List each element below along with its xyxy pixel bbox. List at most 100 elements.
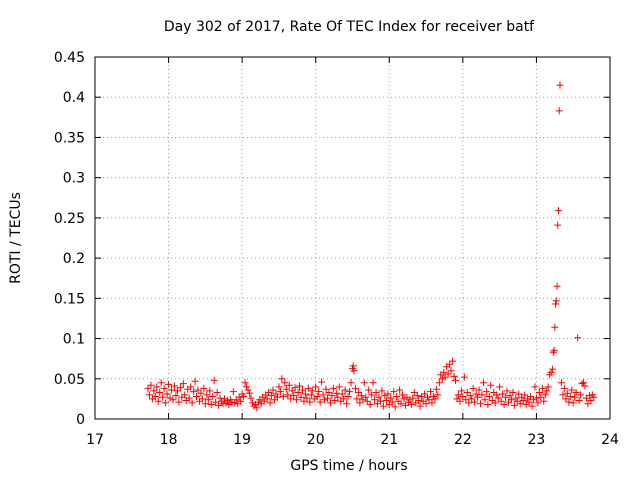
y-tick-label: 0.05 [54,372,85,388]
data-point [325,388,333,396]
data-point [349,362,357,370]
data-point [298,386,306,394]
data-point [213,388,221,396]
data-point [198,395,206,403]
data-point [315,388,323,396]
data-point [312,383,320,391]
data-point [416,402,424,410]
data-point [319,391,327,399]
data-point [156,388,164,396]
data-point [434,391,442,399]
y-tick-label: 0.3 [63,171,85,187]
data-point [356,399,364,407]
data-point [362,393,370,401]
data-point [240,392,248,400]
y-tick-label: 0.15 [54,291,85,307]
data-point [574,334,582,342]
data-point [585,392,593,400]
data-point [265,388,273,396]
y-axis-label: ROTI / TECUs [8,192,24,284]
data-point [190,388,198,396]
data-point [552,297,560,305]
data-point [438,375,446,383]
data-point [157,379,165,387]
data-point [481,396,489,404]
data-point [154,397,162,405]
data-point [288,387,296,395]
data-point [538,384,546,392]
data-point [276,388,284,396]
data-point [446,360,454,368]
data-point [212,398,220,406]
data-point [318,378,326,386]
data-point [390,388,398,396]
data-point [215,401,223,409]
data-point [555,207,562,215]
x-tick-label: 17 [86,432,104,448]
data-point [487,381,495,389]
data-point [527,392,535,400]
data-point [506,392,514,400]
data-point [431,395,439,403]
data-point [188,399,196,407]
data-point [500,401,508,409]
data-point [532,394,540,402]
y-tick-label: 0 [76,412,85,428]
data-point [372,388,380,396]
data-point [413,392,421,400]
data-point [450,372,458,380]
data-point [275,383,283,391]
data-point [447,367,455,375]
data-point [463,388,471,396]
data-point [552,300,560,308]
data-point [528,402,536,410]
data-point [400,395,408,403]
data-point [440,368,448,376]
data-point [485,392,493,400]
data-point [499,390,507,398]
data-point [321,396,329,404]
data-point [468,395,476,403]
data-point [550,347,558,355]
data-point [340,395,348,403]
data-point [150,387,158,395]
data-point [354,388,362,396]
data-point [559,391,567,399]
y-tick-label: 0.2 [63,251,85,267]
data-point [341,386,349,394]
data-point [169,396,177,404]
data-point [391,403,399,411]
data-point [401,401,409,409]
data-point [515,390,523,398]
data-point [181,391,189,399]
data-point [175,398,183,406]
data-point [162,399,170,407]
x-tick-label: 19 [233,432,251,448]
data-point [581,382,589,390]
data-point [303,394,311,402]
data-point [512,394,520,402]
data-point [159,393,167,401]
x-axis-label: GPS time / hours [290,458,407,474]
data-point [268,392,276,400]
data-point [397,400,405,408]
data-point [543,387,551,395]
data-point [444,370,452,378]
data-point [350,367,358,375]
data-point [272,390,280,398]
data-point [399,391,407,399]
x-tick-label: 24 [601,432,619,448]
data-point [153,383,161,391]
data-point [496,383,504,391]
chart-title: Day 302 of 2017, Rate Of TEC Index for r… [164,19,535,35]
data-point [497,397,505,405]
data-point [293,396,301,404]
data-point [406,396,414,404]
data-point [206,387,214,395]
data-point [170,382,178,390]
data-point [556,81,564,89]
data-point [290,392,298,400]
data-point [557,379,565,387]
data-point [529,396,537,404]
data-point [151,392,159,400]
